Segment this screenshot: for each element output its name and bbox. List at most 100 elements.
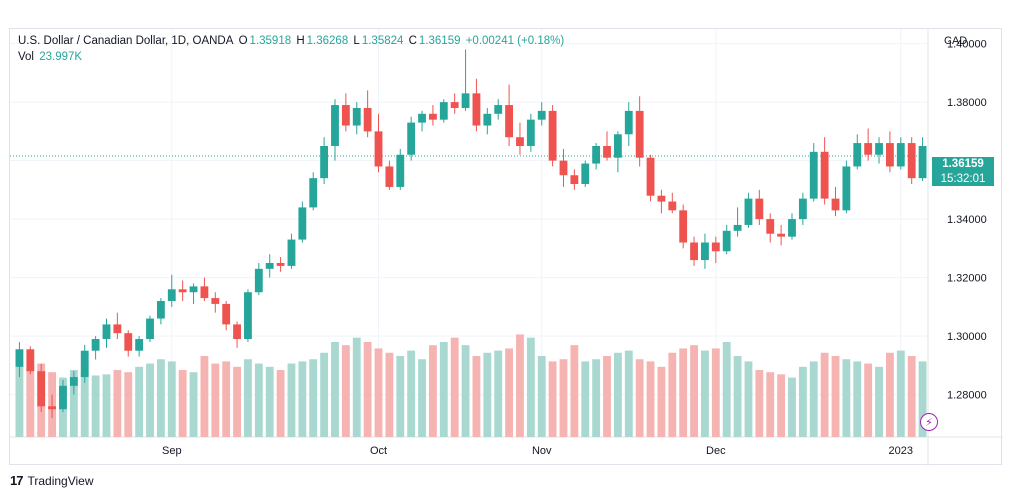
- open-label: O: [238, 35, 248, 47]
- volume-bar: [592, 359, 601, 437]
- volume-bar: [744, 361, 753, 437]
- x-tick-label: Sep: [162, 445, 182, 457]
- volume-bar: [254, 363, 263, 437]
- candle-body: [102, 324, 111, 340]
- close-value: 1.36159: [418, 35, 461, 47]
- volume-bar: [156, 359, 165, 437]
- volume-bar: [733, 356, 742, 437]
- volume-bar: [777, 374, 786, 437]
- volume-bar: [418, 359, 426, 437]
- footer: 17 TradingView: [10, 473, 94, 488]
- candle-body: [26, 349, 35, 372]
- chart-canvas[interactable]: 1.400001.380001.360001.340001.320001.300…: [10, 29, 1003, 466]
- volume-bar: [798, 366, 807, 437]
- candle-body: [733, 224, 742, 231]
- volume-bar: [494, 350, 503, 437]
- legend-volume: Vol 23.997K: [18, 51, 84, 63]
- volume-bar: [407, 350, 416, 437]
- volume-bar: [668, 352, 677, 437]
- volume-label: Vol: [18, 51, 34, 63]
- volume-bar: [896, 350, 905, 437]
- volume-bar: [537, 356, 546, 437]
- volume-bar: [15, 361, 24, 437]
- candle-body: [766, 219, 775, 234]
- last-price-tag: 1.36159: [932, 157, 994, 172]
- volume-bar: [820, 352, 829, 437]
- candle-body: [624, 110, 633, 135]
- symbol-title: U.S. Dollar / Canadian Dollar, 1D, OANDA: [18, 35, 234, 47]
- low-value: 1.35824: [361, 35, 404, 47]
- candle-body: [265, 262, 274, 269]
- legend-ohlc: U.S. Dollar / Canadian Dollar, 1D, OANDA…: [18, 35, 566, 47]
- volume-bar: [788, 377, 796, 437]
- candle-body: [896, 143, 905, 167]
- high-value: 1.36268: [306, 35, 349, 47]
- y-tick-label: 1.38000: [947, 97, 987, 109]
- candle-body: [581, 163, 590, 185]
- volume-bar: [265, 366, 274, 437]
- tradingview-logo-icon: 17: [10, 473, 24, 488]
- candle-body: [80, 350, 89, 378]
- candle-body: [309, 178, 318, 208]
- currency-label: CAD: [944, 35, 968, 47]
- volume-bar: [80, 372, 89, 437]
- candle-body: [178, 289, 187, 293]
- candle-body: [472, 93, 481, 126]
- volume-bar: [200, 356, 209, 437]
- volume-bar: [548, 361, 557, 437]
- candle-body: [113, 324, 122, 334]
- volume-bar: [657, 366, 666, 437]
- candle-body: [722, 230, 731, 252]
- volume-bar: [450, 337, 459, 437]
- volume-bar: [363, 341, 372, 437]
- volume-bar: [244, 359, 252, 437]
- volume-bar: [755, 370, 764, 437]
- volume-bar: [102, 374, 111, 437]
- candle-body: [679, 210, 688, 243]
- candle-body: [374, 131, 383, 167]
- candle-body: [363, 107, 372, 132]
- candle-body: [69, 377, 78, 386]
- volume-bar: [222, 361, 231, 437]
- volume-bar: [613, 352, 622, 437]
- volume-bar: [526, 337, 535, 437]
- volume-bar: [559, 359, 568, 437]
- chart-frame[interactable]: 1.400001.380001.360001.340001.320001.300…: [9, 28, 1003, 466]
- volume-bar: [646, 361, 655, 437]
- volume-bar: [298, 361, 307, 437]
- candle-body: [635, 110, 644, 158]
- volume-bar: [146, 363, 154, 437]
- candle-body: [907, 143, 916, 179]
- volume-bar: [189, 372, 198, 437]
- y-tick-label: 1.28000: [947, 390, 987, 402]
- volume-bar: [211, 363, 220, 437]
- volume-bar: [907, 356, 916, 437]
- volume-bar: [690, 345, 698, 437]
- candle-body: [59, 385, 67, 410]
- volume-bar: [853, 361, 862, 437]
- y-tick-label: 1.30000: [947, 331, 987, 343]
- volume-bar: [722, 341, 731, 437]
- candle-body: [439, 102, 448, 120]
- candle-body: [37, 371, 46, 407]
- high-label: H: [296, 35, 305, 47]
- candle-body: [853, 143, 862, 167]
- candle-body: [864, 143, 873, 155]
- x-tick-label: Nov: [532, 445, 552, 457]
- candle-body: [91, 339, 100, 351]
- candle-body: [298, 207, 307, 240]
- candle-body: [222, 303, 231, 325]
- volume-bar: [396, 356, 405, 437]
- candle-body: [331, 105, 339, 146]
- candle-body: [701, 242, 709, 261]
- candle-body: [146, 318, 154, 340]
- candle-body: [200, 286, 209, 299]
- candle-body: [167, 289, 176, 301]
- low-label: L: [353, 35, 360, 47]
- volume-bar: [91, 375, 100, 437]
- volume-bar: [428, 345, 437, 437]
- volume-bar: [570, 345, 579, 437]
- candle-body: [668, 201, 677, 211]
- volume-bar: [320, 352, 329, 437]
- lightning-icon[interactable]: ⚡: [920, 413, 938, 431]
